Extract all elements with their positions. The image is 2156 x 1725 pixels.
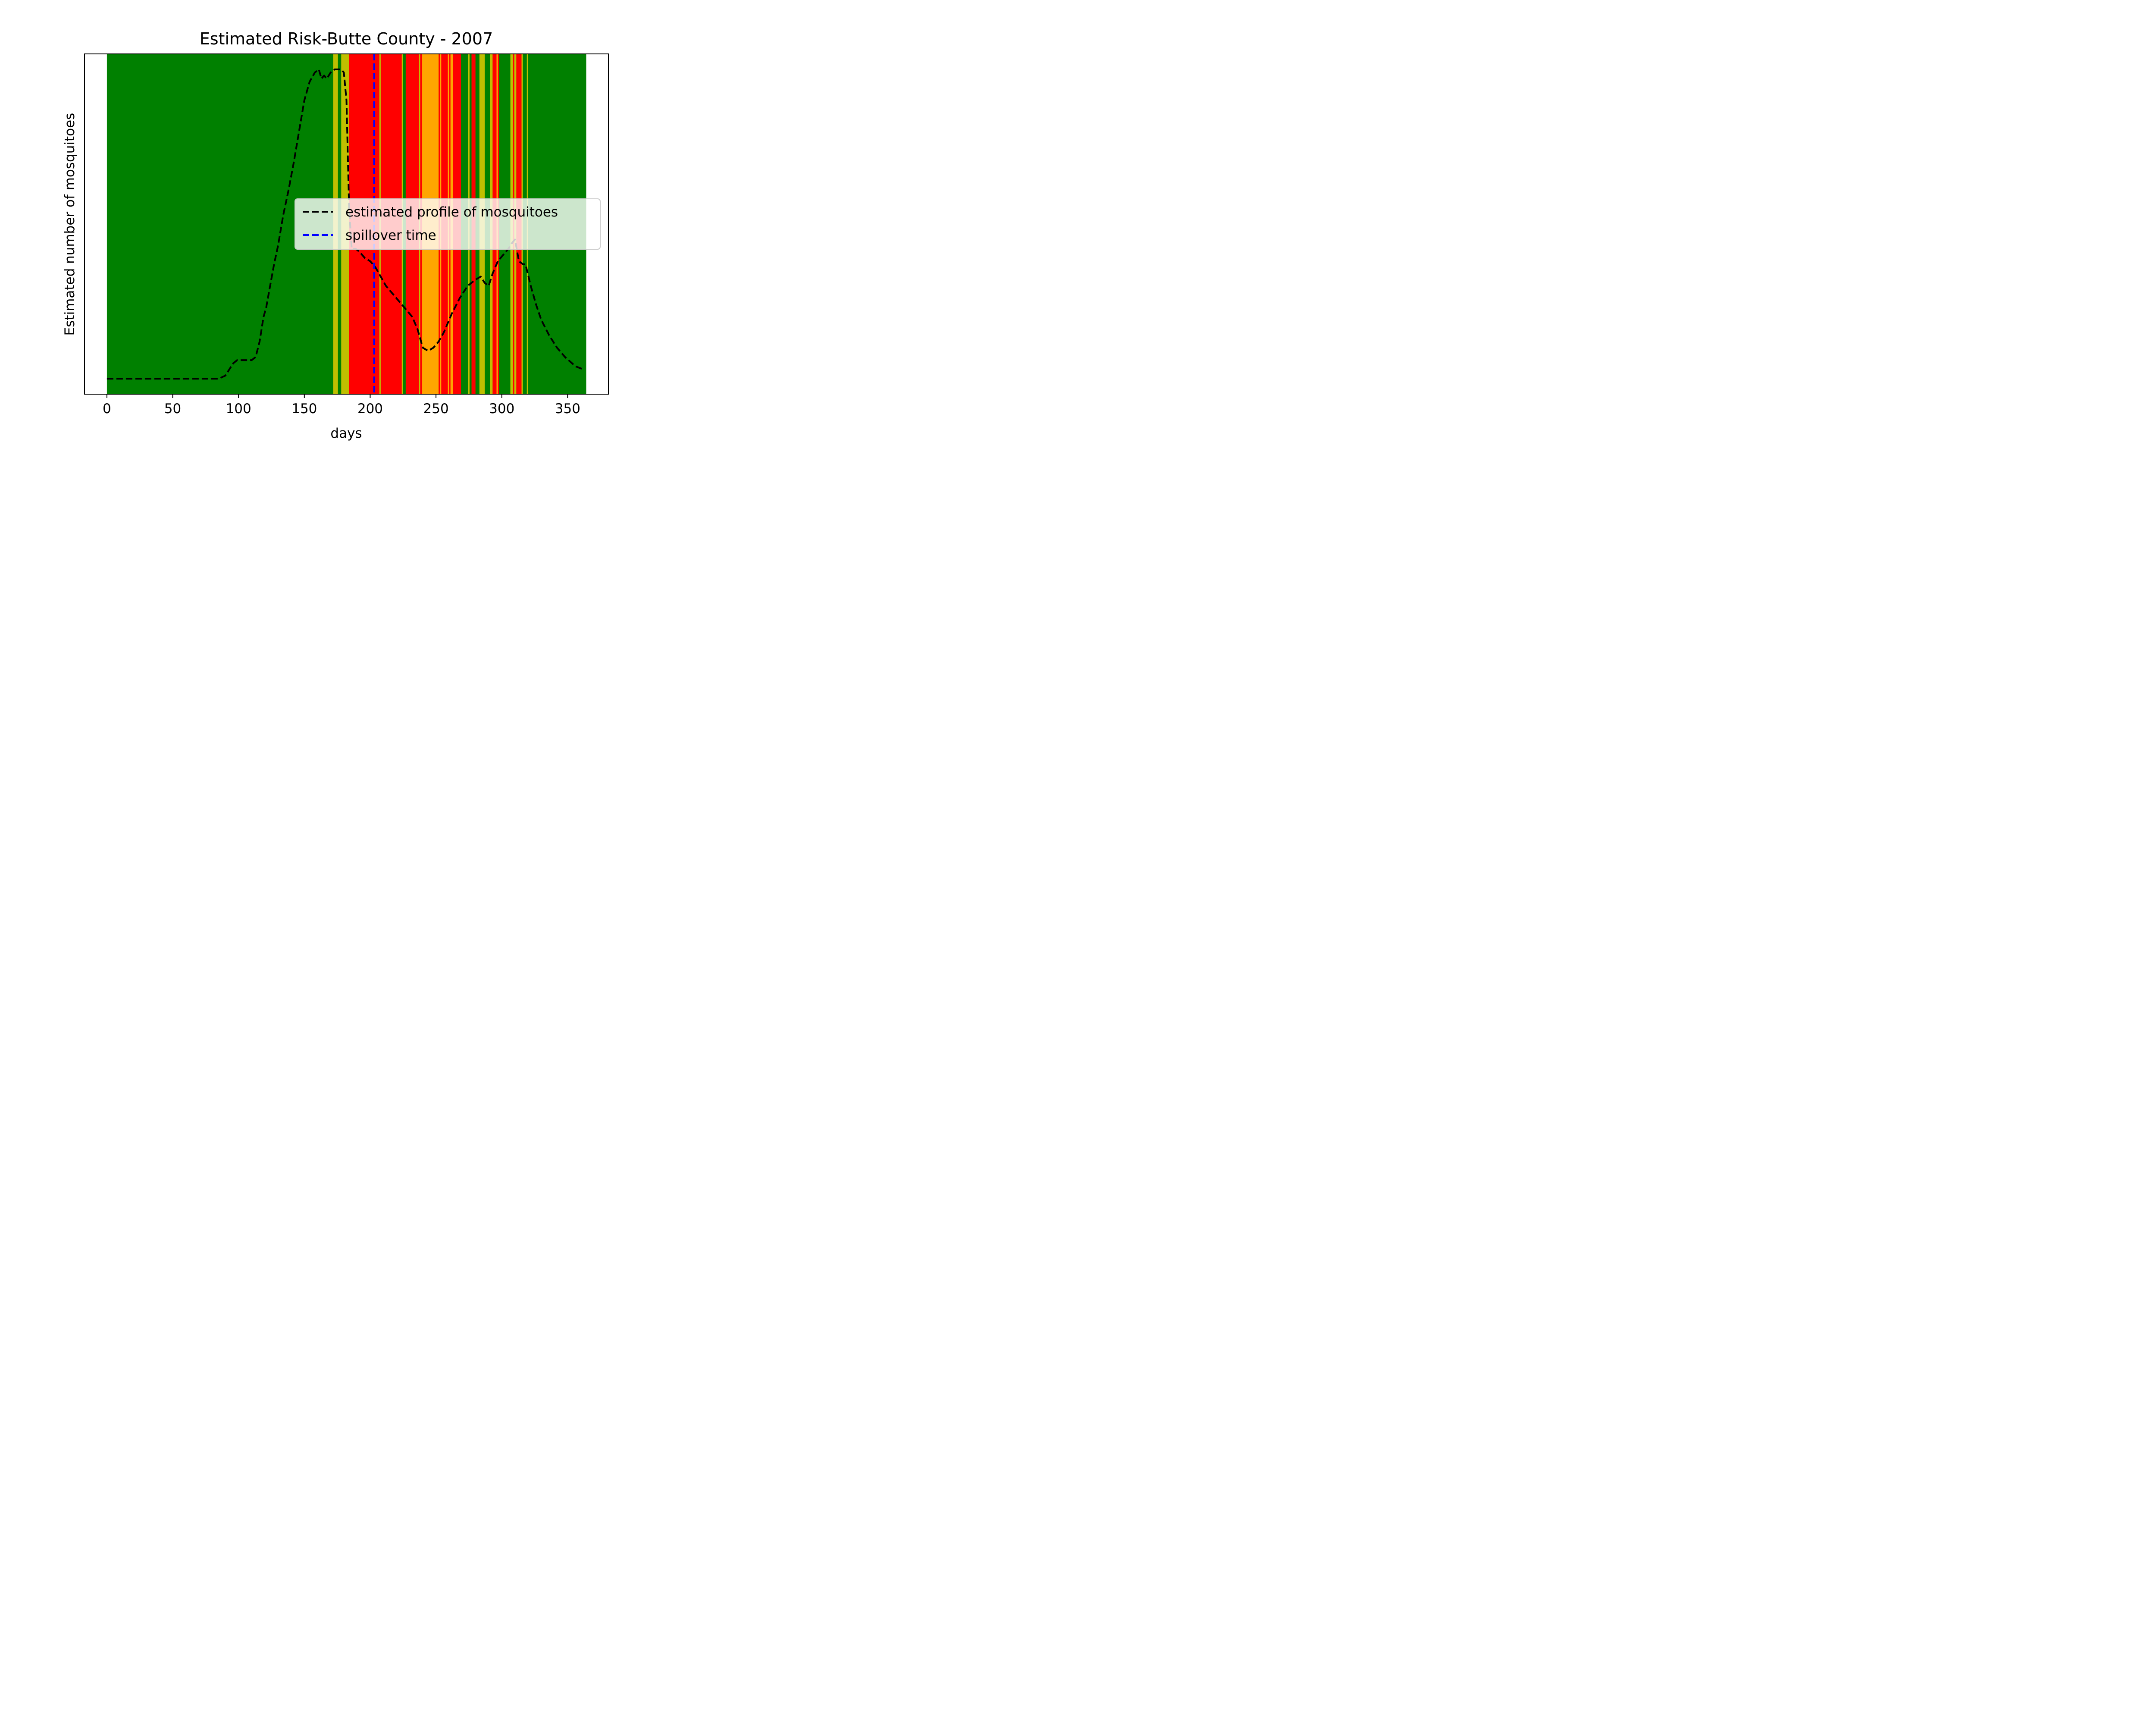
x-tick-label: 0 (103, 401, 111, 417)
legend-label-profile: estimated profile of mosquitoes (345, 204, 558, 220)
legend-box (295, 198, 601, 250)
y-axis-label: Estimated number of mosquitoes (62, 113, 78, 336)
x-axis-ticks: 0 50 100 150 200 250 300 350 (103, 394, 580, 417)
x-tick-label: 350 (555, 401, 580, 417)
chart-title: Estimated Risk-Butte County - 2007 (200, 29, 493, 48)
x-tick-label: 250 (423, 401, 449, 417)
x-tick-label: 150 (291, 401, 317, 417)
legend-label-spillover: spillover time (345, 228, 436, 243)
x-tick-label: 200 (357, 401, 383, 417)
plot-frame (84, 53, 609, 395)
x-tick-label: 50 (164, 401, 181, 417)
legend: estimated profile of mosquitoes spillove… (295, 198, 601, 250)
x-tick-label: 300 (489, 401, 514, 417)
risk-chart: Estimated Risk-Butte County - 2007 0 50 10… (0, 0, 667, 451)
x-tick-label: 100 (226, 401, 251, 417)
x-axis-label: days (330, 426, 362, 441)
